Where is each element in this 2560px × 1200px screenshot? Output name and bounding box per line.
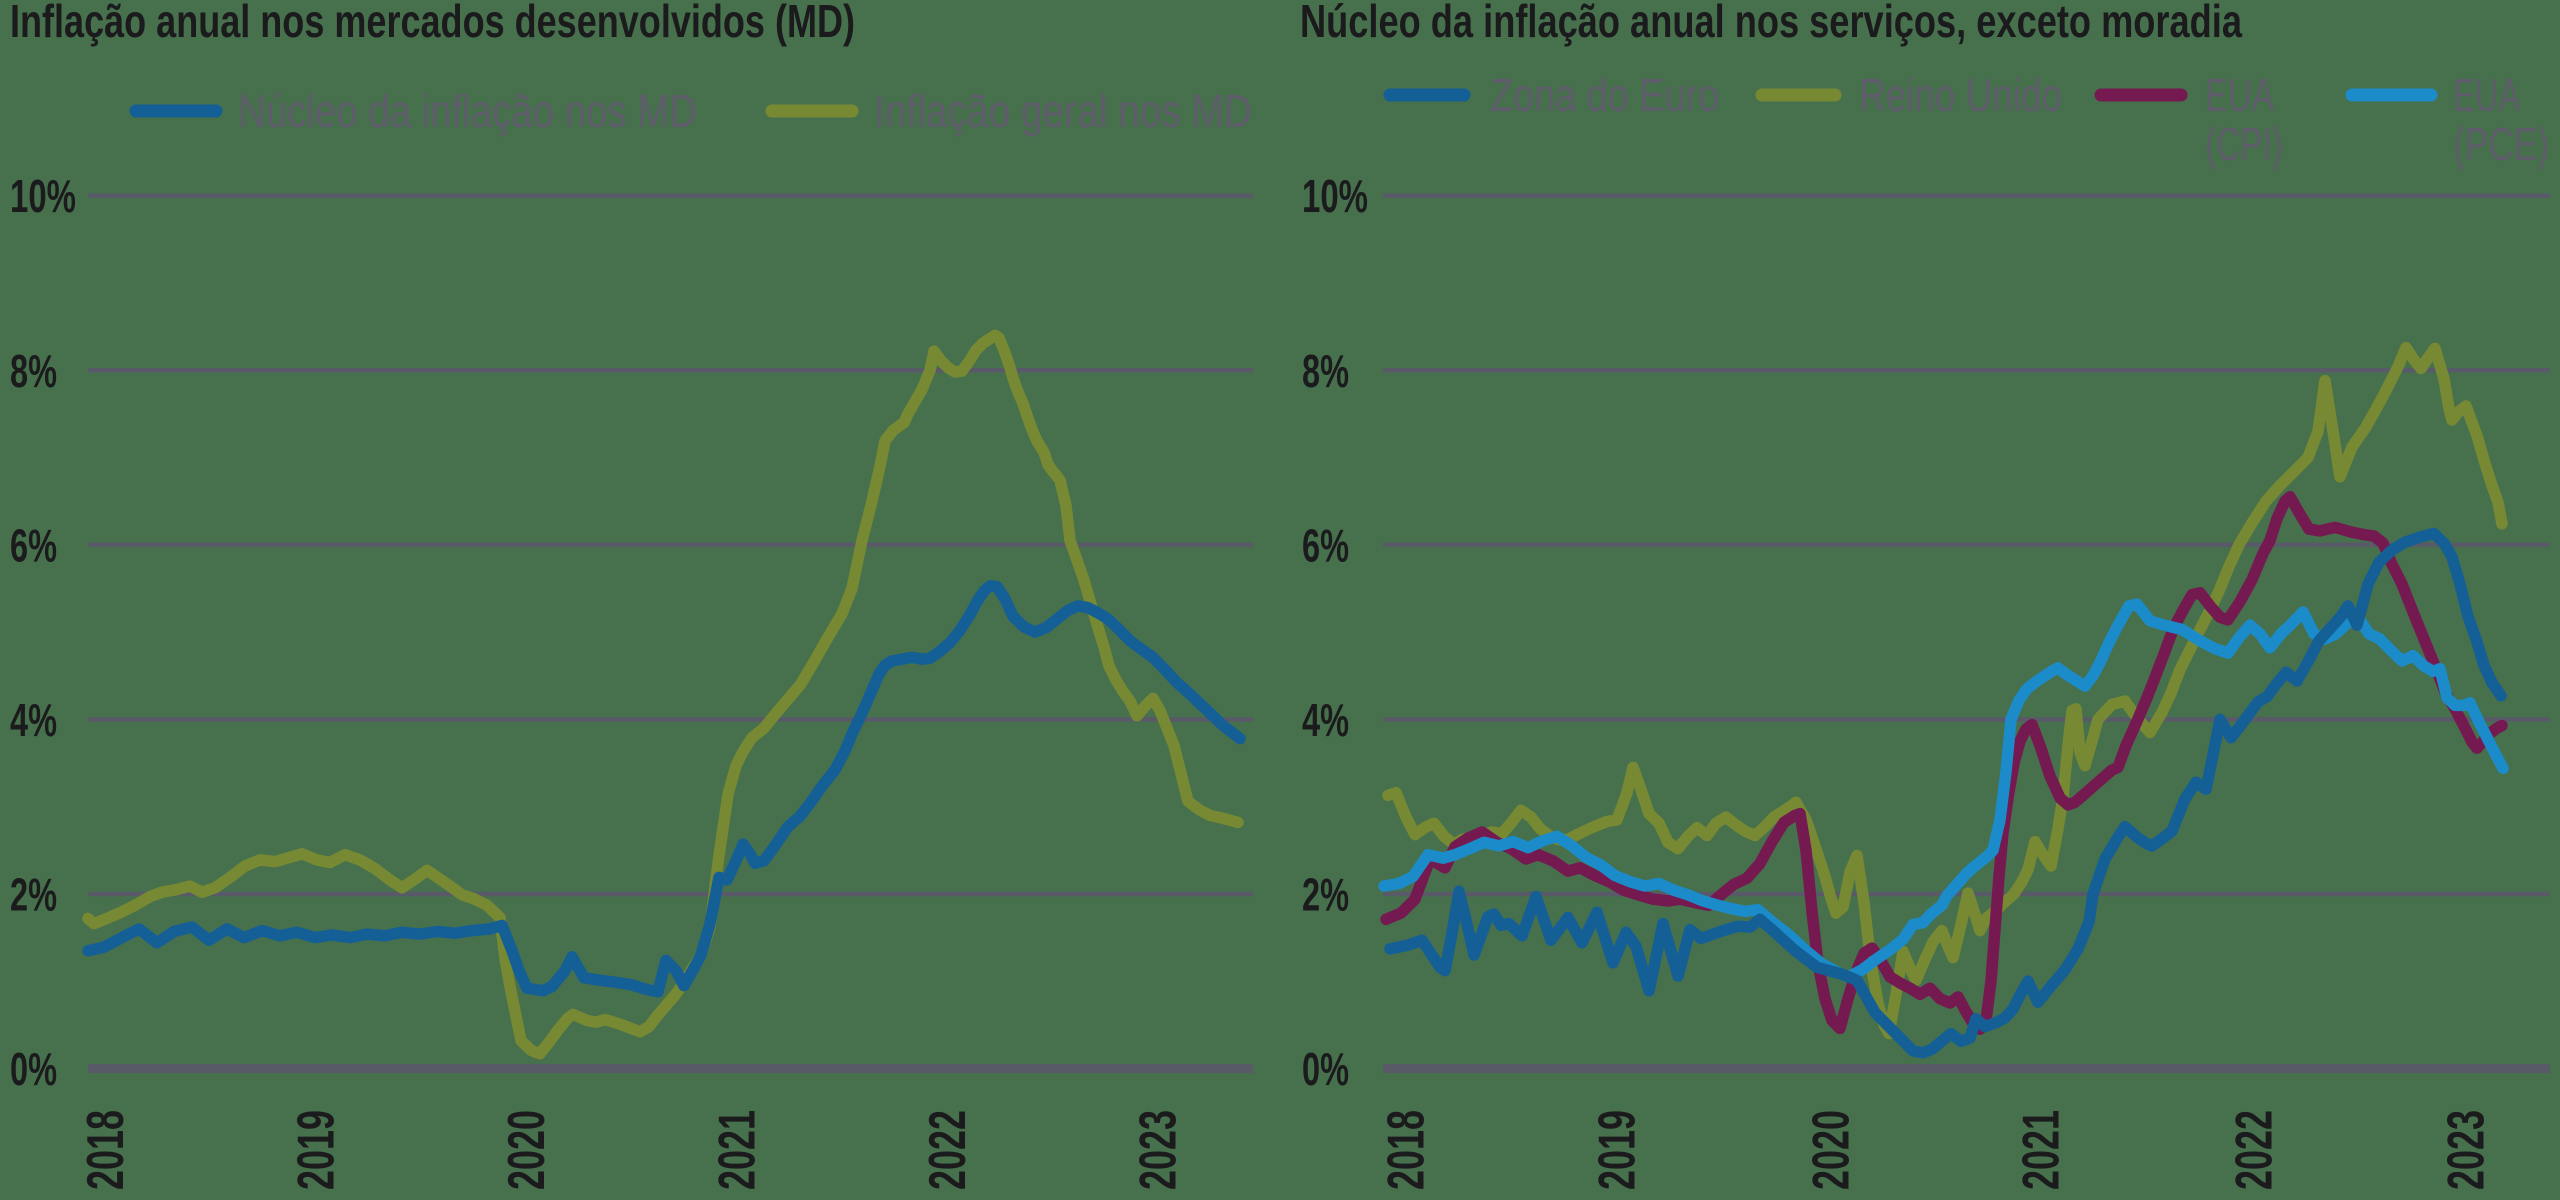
- svg-text:6%: 6%: [1302, 519, 1349, 571]
- svg-text:2020: 2020: [498, 1110, 556, 1190]
- svg-text:2019: 2019: [1589, 1110, 1647, 1190]
- svg-text:EUA: EUA: [2205, 69, 2274, 121]
- svg-text:2018: 2018: [1378, 1110, 1436, 1190]
- svg-text:(CPI): (CPI): [2205, 118, 2283, 170]
- svg-text:0%: 0%: [10, 1043, 57, 1095]
- svg-text:2018: 2018: [77, 1110, 135, 1190]
- svg-text:4%: 4%: [10, 694, 57, 746]
- svg-text:Reino Unido: Reino Unido: [1859, 69, 2062, 121]
- svg-text:2023: 2023: [2438, 1110, 2496, 1190]
- svg-text:2022: 2022: [919, 1110, 977, 1190]
- svg-text:2023: 2023: [1130, 1110, 1188, 1190]
- svg-text:2022: 2022: [2226, 1110, 2284, 1190]
- svg-text:EUA: EUA: [2453, 69, 2520, 121]
- svg-text:Inflação geral nos MD: Inflação geral nos MD: [874, 85, 1252, 137]
- svg-text:2%: 2%: [10, 869, 57, 921]
- svg-text:4%: 4%: [1302, 694, 1349, 746]
- svg-text:8%: 8%: [1302, 345, 1349, 397]
- svg-text:Núcleo da inflação nos MD: Núcleo da inflação nos MD: [238, 85, 697, 137]
- svg-text:Núcleo da inflação anual nos s: Núcleo da inflação anual nos serviços, e…: [1300, 0, 2242, 47]
- svg-text:6%: 6%: [10, 519, 57, 571]
- svg-text:2019: 2019: [288, 1110, 346, 1190]
- svg-text:0%: 0%: [1302, 1043, 1349, 1095]
- svg-text:Zona do Euro: Zona do Euro: [1490, 69, 1719, 121]
- svg-text:2020: 2020: [1803, 1110, 1861, 1190]
- svg-text:Inflação anual nos mercados de: Inflação anual nos mercados desenvolvido…: [10, 0, 855, 47]
- svg-text:2021: 2021: [709, 1110, 767, 1190]
- svg-text:(PCE): (PCE): [2453, 118, 2549, 170]
- svg-text:2%: 2%: [1302, 869, 1349, 921]
- svg-text:8%: 8%: [10, 345, 57, 397]
- svg-text:10%: 10%: [10, 170, 76, 222]
- svg-text:10%: 10%: [1302, 170, 1368, 222]
- svg-text:2021: 2021: [2013, 1110, 2071, 1190]
